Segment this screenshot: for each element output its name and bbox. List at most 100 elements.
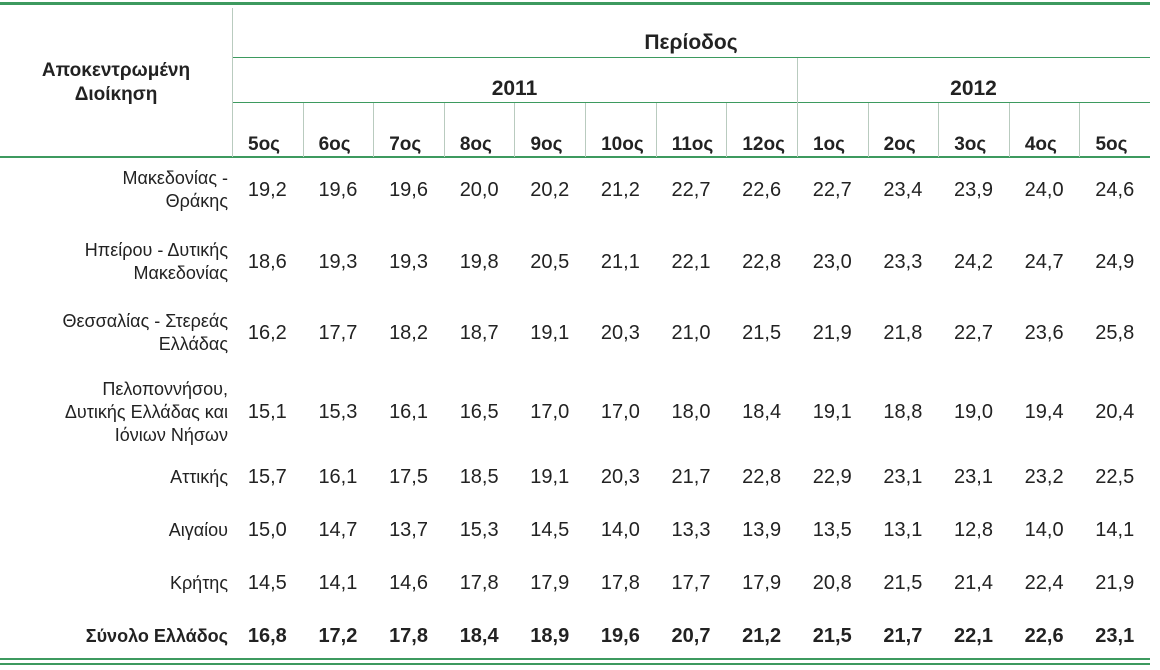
cell-value: 19,2 [247,179,287,201]
row-label: Θεσσαλίας - Στερεάς [62,311,228,331]
cell-value: 22,6 [742,179,782,201]
period-divider [726,103,728,157]
cell-value: 17,7 [671,572,711,594]
cell-value: 20,5 [530,251,570,273]
cell-value: 19,3 [318,251,358,273]
period-rule [232,57,1150,58]
cell-value: 21,2 [600,179,640,201]
period-label: 5ος [1095,134,1128,155]
cell-value: 22,6 [1024,625,1064,647]
cell-value: 13,1 [883,519,923,541]
row-label: Κρήτης [169,572,228,593]
cell-value: 21,9 [812,322,852,344]
cell-value: 14,5 [247,572,287,594]
cell-value: 18,8 [883,401,923,423]
cell-value: 21,1 [600,251,640,273]
cell-value: 18,6 [247,251,287,273]
row-label: Θράκης [165,191,228,211]
period-label: 1ος [812,134,846,155]
cell-value: 16,8 [247,625,287,647]
row-label: Αττικής [170,466,228,487]
cell-value: 22,7 [671,179,711,201]
cell-value: 18,4 [459,625,499,647]
cell-value: 14,6 [389,572,428,594]
period-title: Περίοδος [644,31,738,54]
cell-value: 19,0 [954,401,993,423]
period-divider [867,103,869,157]
cell-value: 20,2 [530,179,570,201]
cell-value: 23,6 [1024,322,1064,344]
cell-value: 20,7 [671,625,711,647]
cell-value: 19,1 [812,401,852,423]
row-label: Ιόνιων Νήσων [114,424,228,445]
period-divider [938,103,940,157]
period-divider [1008,103,1010,157]
cell-value: 16,1 [389,401,428,423]
cell-value: 21,5 [742,322,782,344]
period-label: 3ος [954,134,987,155]
cell-value: 17,9 [530,572,570,594]
cell-value: 13,9 [742,519,782,541]
period-divider [1079,103,1081,157]
cell-value: 21,7 [671,466,711,488]
cell-value: 15,3 [459,519,499,541]
cell-value: 21,7 [883,625,923,647]
cell-value: 16,2 [247,322,287,344]
bottom-rule [0,663,1150,665]
row-label: Πελοποννήσου, [102,378,228,399]
cell-value: 24,0 [1024,179,1064,201]
cell-value: 18,4 [742,401,782,423]
cell-value: 15,1 [247,401,287,423]
row-label: Δυτικής Ελλάδας και [64,401,228,422]
row-label: Ελλάδας [158,334,228,354]
cell-value: 18,2 [389,322,428,344]
cell-value: 13,3 [671,519,711,541]
cell-value: 23,1 [883,466,923,488]
row-label: Αιγαίου [168,519,228,540]
cell-value: 24,9 [1095,251,1135,273]
cell-value: 21,4 [954,572,993,594]
cell-value: 22,4 [1024,572,1064,594]
cell-value: 15,3 [318,401,358,423]
cell-value: 25,8 [1095,322,1135,344]
cell-value: 20,0 [459,179,499,201]
cell-value: 20,3 [600,466,640,488]
cell-value: 18,9 [530,625,570,647]
period-label: 9ος [530,134,563,155]
period-divider [373,103,375,157]
row-label: Ηπείρου - Δυτικής [84,240,228,260]
cell-value: 17,5 [389,466,428,488]
bottom-rule [0,658,1150,660]
period-divider [302,103,304,157]
cell-value: 22,1 [671,251,711,273]
cell-value: 23,3 [883,251,923,273]
cell-value: 19,1 [530,466,570,488]
cell-value: 22,9 [812,466,852,488]
cell-value: 16,5 [459,401,499,423]
cell-value: 23,0 [812,251,852,273]
cell-value: 14,7 [318,519,358,541]
cell-value: 22,7 [812,179,852,201]
year-label: 2011 [491,77,538,100]
cell-value: 20,4 [1095,401,1135,423]
period-divider [655,103,657,157]
cell-value: 14,5 [530,519,570,541]
period-label: 12ος [742,134,785,155]
cell-value: 18,7 [459,322,499,344]
cell-value: 20,8 [812,572,852,594]
cell-value: 17,9 [742,572,782,594]
cell-value: 17,0 [530,401,570,423]
cell-value: 22,5 [1095,466,1135,488]
cell-value: 23,2 [1024,466,1064,488]
cell-value: 19,1 [530,322,570,344]
cell-value: 14,1 [318,572,358,594]
cell-value: 19,3 [389,251,428,273]
cell-value: 17,8 [459,572,499,594]
cell-value: 21,9 [1095,572,1135,594]
cell-value: 21,5 [883,572,923,594]
cell-value: 23,4 [883,179,923,201]
year-rule [232,102,1150,103]
cell-value: 19,6 [318,179,358,201]
